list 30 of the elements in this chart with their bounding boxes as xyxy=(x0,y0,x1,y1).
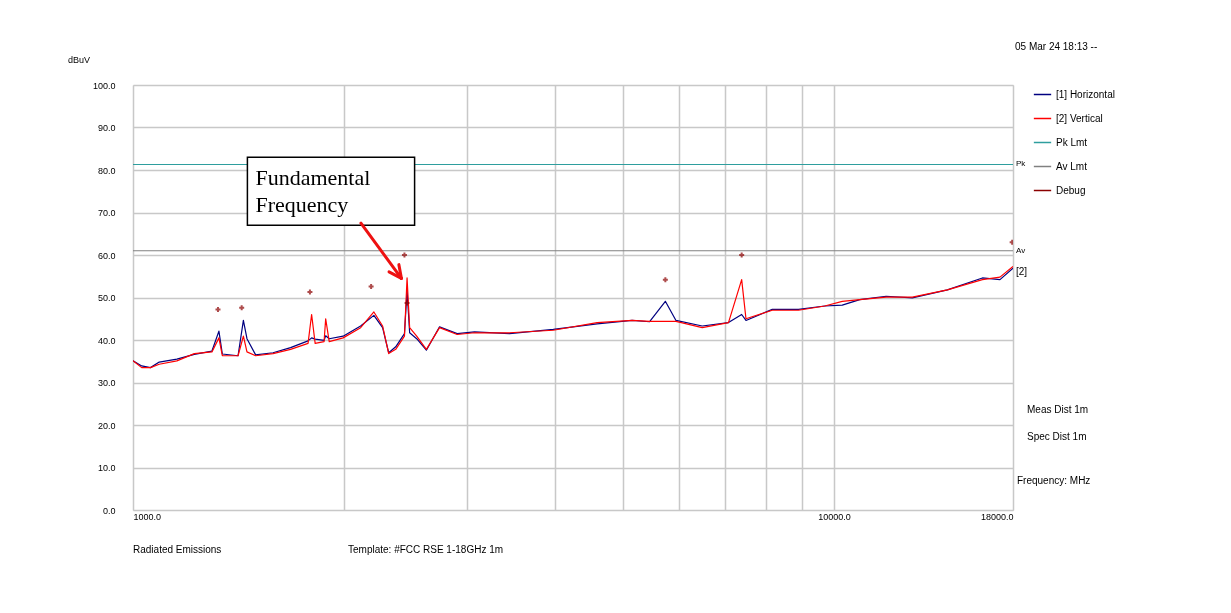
legend-label: [2] Vertical xyxy=(1056,112,1103,124)
y-tick-label: 70.0 xyxy=(97,208,116,218)
y-tick-label: 100.0 xyxy=(92,80,116,91)
annotation: Av xyxy=(1016,245,1026,255)
y-tick-label: 10.0 xyxy=(97,463,116,473)
y-tick-label: 40.0 xyxy=(97,335,116,346)
y-tick-label: 90.0 xyxy=(97,123,116,133)
x-tick-label: 18000.0 xyxy=(980,511,1014,522)
legend-label: Pk Lmt xyxy=(1056,136,1088,148)
x-tick-label: 10000.0 xyxy=(818,511,851,522)
annotation: Pk xyxy=(1016,159,1027,169)
x-tick-label: 1000.0 xyxy=(133,511,162,522)
legend-label: Debug xyxy=(1056,184,1086,196)
y-tick-label: 60.0 xyxy=(97,250,116,261)
text: 05 Mar 24 18:13 -- xyxy=(1015,41,1098,52)
x-axis-title: Frequency: MHz xyxy=(1017,475,1091,486)
text: [2] xyxy=(1016,266,1028,277)
text: Spec Dist 1m xyxy=(1027,431,1087,442)
text: Meas Dist 1m xyxy=(1027,404,1089,415)
y-tick-label: 50.0 xyxy=(97,293,116,303)
legend-label: Av Lmt xyxy=(1056,160,1088,172)
y-tick-label: 0.0 xyxy=(102,505,116,516)
text: Radiated Emissions xyxy=(133,544,222,555)
text: Template: #FCC RSE 1-18GHz 1m xyxy=(348,544,504,555)
legend-label: [1] Horizontal xyxy=(1056,88,1115,100)
y-axis-title: dBuV xyxy=(68,55,91,65)
y-tick-label: 20.0 xyxy=(97,420,116,431)
y-tick-label: 80.0 xyxy=(97,165,116,176)
y-tick-label: 30.0 xyxy=(97,378,116,388)
annotation: Fundamental Frequency xyxy=(255,165,371,218)
